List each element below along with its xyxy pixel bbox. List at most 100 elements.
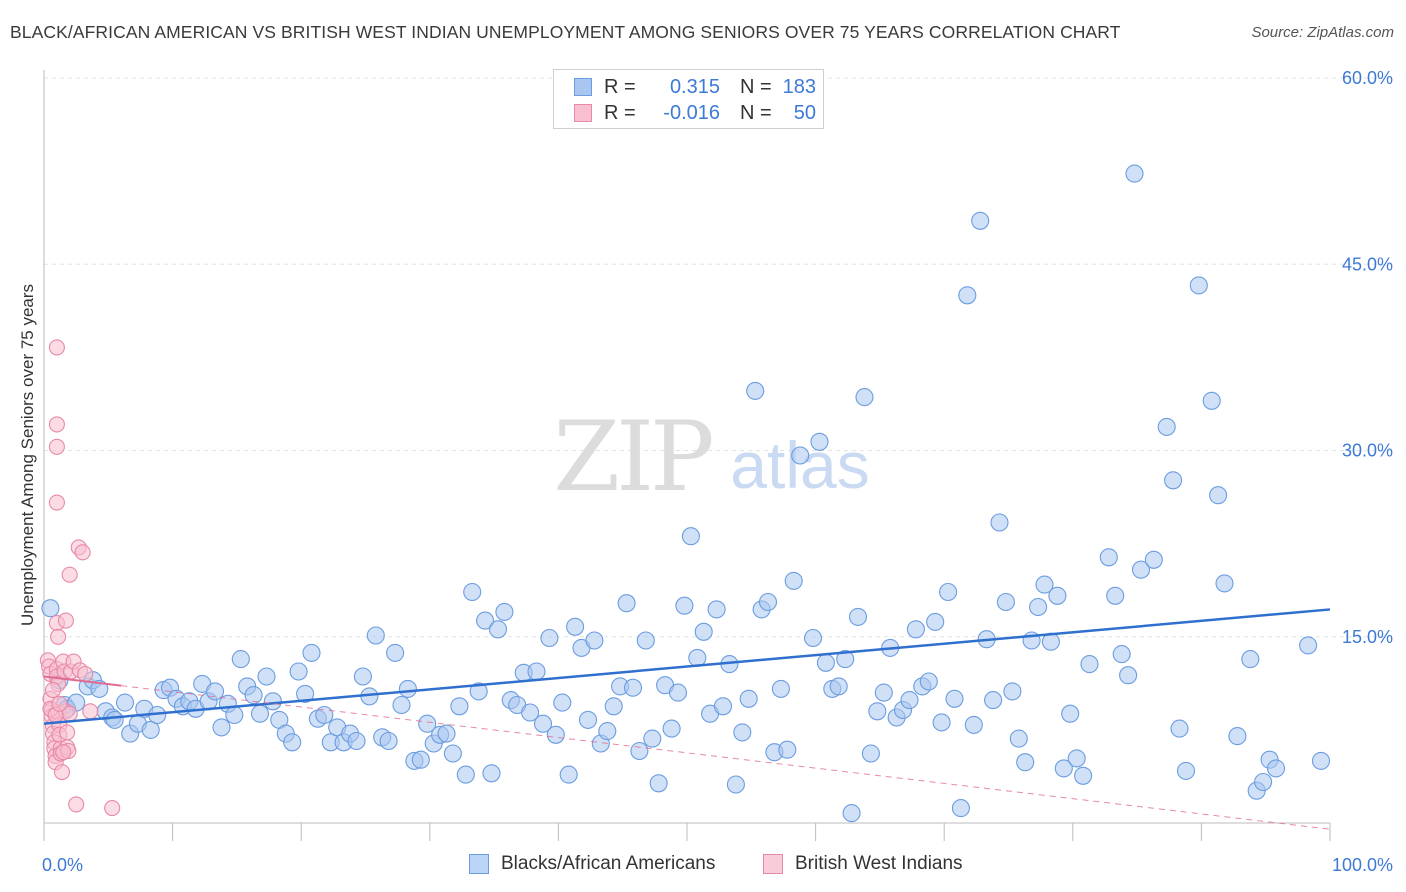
data-point-blacks bbox=[996, 592, 1015, 612]
data-point-blacks bbox=[566, 617, 585, 636]
data-point-blacks bbox=[244, 686, 263, 705]
data-point-blacks bbox=[951, 799, 970, 818]
data-point-blacks bbox=[919, 672, 938, 691]
data-point-blacks bbox=[366, 626, 385, 645]
data-point-blacks bbox=[855, 388, 874, 407]
bottom-legend-label-blacks: Blacks/African Americans bbox=[501, 853, 716, 874]
y-tick-label: 60.0% bbox=[1342, 68, 1393, 88]
data-point-bwi bbox=[61, 566, 78, 583]
data-point-blacks bbox=[1215, 574, 1234, 593]
data-point-blacks bbox=[250, 704, 270, 723]
data-point-blacks bbox=[398, 679, 417, 698]
data-point-blacks bbox=[906, 620, 925, 639]
data-point-blacks bbox=[694, 622, 713, 641]
data-point-blacks bbox=[733, 723, 752, 742]
data-point-blacks bbox=[630, 741, 649, 761]
data-point-blacks bbox=[636, 631, 655, 650]
axes bbox=[43, 70, 1331, 841]
data-point-blacks bbox=[437, 724, 456, 743]
data-point-blacks bbox=[553, 693, 572, 712]
bottom-legend-swatch-bwi bbox=[763, 854, 783, 874]
data-point-blacks bbox=[1067, 749, 1086, 768]
data-point-blacks bbox=[688, 648, 707, 667]
data-point-blacks bbox=[1202, 391, 1221, 410]
data-point-blacks bbox=[681, 527, 700, 546]
data-point-bwi bbox=[55, 744, 72, 761]
legend-r-label: R = bbox=[604, 101, 636, 124]
data-point-blacks bbox=[1016, 753, 1035, 772]
data-point-blacks bbox=[1131, 560, 1151, 579]
data-point-blacks bbox=[495, 602, 514, 621]
data-point-blacks bbox=[1106, 586, 1125, 605]
chart-source: Source: ZipAtlas.com bbox=[1251, 24, 1394, 41]
data-point-blacks bbox=[533, 714, 553, 733]
trend-line-blacks bbox=[43, 608, 1331, 725]
legend-r-value: 0.315 bbox=[669, 75, 720, 98]
data-point-blacks bbox=[836, 650, 855, 669]
data-point-blacks bbox=[668, 683, 688, 702]
data-point-blacks bbox=[90, 679, 109, 698]
data-point-bwi bbox=[82, 703, 99, 720]
legend-swatch-blacks bbox=[574, 78, 592, 96]
legend-r-value: -0.016 bbox=[663, 101, 720, 124]
data-point-bwi bbox=[68, 796, 85, 813]
data-point-blacks bbox=[141, 720, 160, 739]
data-point-blacks bbox=[1125, 164, 1144, 183]
legend-swatch-bwi bbox=[574, 104, 592, 122]
data-point-blacks bbox=[1157, 417, 1176, 436]
data-point-blacks bbox=[874, 683, 893, 702]
data-point-blacks bbox=[861, 744, 880, 763]
data-point-blacks bbox=[257, 667, 276, 686]
correlation-legend: R = 0.315 N = 183 R = -0.016 N = 50 bbox=[553, 69, 824, 129]
data-point-blacks bbox=[392, 695, 411, 715]
data-point-blacks bbox=[315, 705, 334, 725]
data-point-blacks bbox=[585, 631, 604, 650]
watermark: ZIP atlas bbox=[553, 401, 869, 513]
trend-line-bwi-dashed bbox=[121, 685, 1331, 830]
data-point-bwi bbox=[74, 544, 91, 561]
data-point-blacks bbox=[771, 679, 790, 698]
data-point-blacks bbox=[1003, 682, 1022, 701]
data-point-blacks bbox=[1029, 597, 1048, 617]
data-point-blacks bbox=[746, 381, 765, 400]
data-point-blacks bbox=[347, 731, 366, 751]
legend-row-blacks: R = 0.315 N = 183 bbox=[574, 74, 816, 100]
data-point-blacks bbox=[521, 703, 540, 722]
tick-labels: 15.0% 30.0% 45.0% 60.0% 0.0% 100.0% bbox=[42, 68, 1393, 875]
legend-n-label: N = bbox=[740, 101, 772, 124]
data-point-blacks bbox=[289, 662, 308, 681]
data-point-bwi bbox=[53, 764, 71, 781]
data-point-bwi bbox=[48, 339, 65, 356]
data-point-blacks bbox=[115, 693, 135, 712]
series-blacks-points bbox=[41, 164, 1331, 823]
legend-n-label: N = bbox=[740, 75, 772, 98]
data-point-blacks bbox=[784, 571, 803, 590]
data-point-blacks bbox=[623, 678, 643, 697]
data-point-bwi bbox=[51, 695, 68, 712]
data-point-blacks bbox=[1254, 772, 1273, 792]
bottom-legend-blacks: Blacks/African Americans bbox=[469, 852, 715, 876]
x-tick-label: 0.0% bbox=[42, 855, 83, 875]
y-tick-label: 45.0% bbox=[1342, 254, 1393, 274]
data-point-blacks bbox=[848, 607, 868, 626]
data-point-blacks bbox=[1228, 727, 1247, 746]
data-point-blacks bbox=[707, 600, 726, 619]
legend-row-bwi: R = -0.016 N = 50 bbox=[574, 100, 816, 126]
y-tick-label: 30.0% bbox=[1342, 441, 1393, 461]
data-point-blacks bbox=[488, 620, 508, 639]
data-point-blacks bbox=[411, 750, 430, 769]
data-point-bwi bbox=[48, 494, 65, 511]
data-point-blacks bbox=[649, 774, 668, 793]
watermark-zip: ZIP bbox=[553, 401, 712, 513]
data-point-bwi bbox=[59, 724, 76, 741]
data-point-blacks bbox=[546, 725, 565, 744]
data-point-blacks bbox=[1164, 471, 1183, 490]
data-point-bwi bbox=[44, 682, 62, 699]
data-point-blacks bbox=[984, 691, 1003, 710]
data-point-bwi bbox=[57, 612, 74, 629]
data-point-blacks bbox=[810, 432, 829, 451]
data-point-blacks bbox=[958, 286, 977, 305]
data-point-blacks bbox=[842, 804, 861, 823]
bottom-legend-swatch-blacks bbox=[469, 854, 489, 874]
data-point-blacks bbox=[105, 710, 124, 729]
